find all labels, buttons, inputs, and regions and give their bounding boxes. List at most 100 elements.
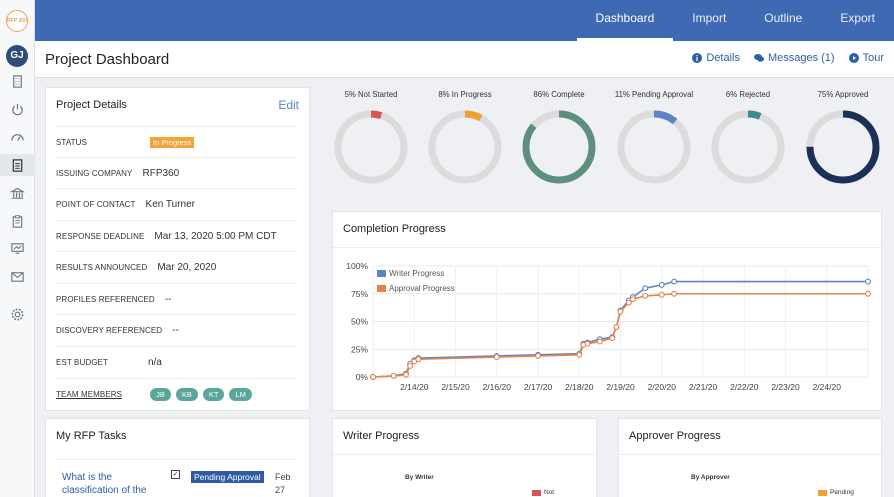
data-point[interactable]	[576, 351, 583, 358]
dashboard-gauge-icon	[11, 133, 24, 141]
donut-in-progress[interactable]: 8% In Progress	[420, 90, 510, 187]
data-point[interactable]	[617, 308, 624, 315]
task-date-month: Feb	[275, 472, 291, 482]
team-member-chip[interactable]: JB	[150, 387, 171, 401]
legend-label: Not	[544, 489, 555, 496]
tour-label: Tour	[862, 52, 884, 64]
donut-rejected[interactable]: 6% Rejected	[703, 90, 793, 187]
data-point[interactable]	[629, 296, 636, 303]
y-tick-label: 25%	[351, 344, 368, 354]
donut-arc	[428, 110, 502, 184]
messages-link[interactable]: Messages (1)	[753, 52, 835, 64]
data-point[interactable]	[493, 354, 500, 360]
team-members-label[interactable]: TEAM MEMBERS	[56, 389, 123, 399]
rfp-tasks-title: My RFP Tasks	[56, 430, 127, 442]
play-circle-icon	[848, 53, 859, 63]
donut-not-started[interactable]: 5% Not Started	[326, 90, 416, 187]
logo[interactable]: RFP 360	[6, 10, 28, 32]
divider	[333, 247, 881, 248]
page-title: Project Dashboard	[45, 51, 170, 68]
task-question-link[interactable]: What is the classification of the	[62, 472, 147, 496]
data-point[interactable]	[865, 278, 871, 285]
nav-bank[interactable]	[0, 182, 35, 204]
detail-row-issuing-company: ISSUING COMPANY RFP360	[56, 157, 298, 188]
discovery-referenced-label: DISCOVERY REFERENCED	[56, 325, 163, 335]
tab-dashboard[interactable]: Dashboard	[576, 0, 674, 41]
point-of-contact-value: Ken Turner	[145, 198, 196, 210]
nav-reports[interactable]	[0, 237, 35, 259]
data-point[interactable]	[403, 371, 409, 378]
nav-buildings[interactable]	[0, 70, 35, 92]
results-announced-label: RESULTS ANNOUNCED	[56, 262, 148, 272]
legend-label: Writer Progress	[389, 269, 444, 278]
y-tick-label: 75%	[351, 289, 368, 299]
data-point[interactable]	[415, 356, 422, 363]
data-point[interactable]	[390, 372, 397, 379]
team-member-chip[interactable]: KT	[202, 387, 225, 401]
approver-progress-card: Approver Progress By Approver Pending	[618, 418, 882, 497]
data-point[interactable]	[658, 281, 665, 288]
x-tick-label: 2/22/20	[730, 382, 759, 392]
nav-documents[interactable]	[0, 154, 35, 176]
donut-pending-approval[interactable]: 11% Pending Approval	[609, 90, 699, 187]
completion-progress-title: Completion Progress	[343, 223, 446, 235]
donut-track	[334, 110, 408, 184]
task-checkbox[interactable]: ✓	[171, 470, 180, 479]
nav-mail[interactable]	[0, 265, 35, 287]
mail-icon	[11, 271, 24, 282]
top-nav: Dashboard Import Outline Export	[576, 0, 894, 41]
x-tick-label: 2/20/20	[648, 382, 677, 392]
nav-power[interactable]	[0, 98, 35, 120]
project-details-title: Project Details	[56, 99, 127, 111]
tour-link[interactable]: Tour	[848, 52, 884, 64]
donut-ring	[617, 110, 691, 184]
header-links: Details Messages (1) Tour	[692, 52, 884, 64]
team-member-chip[interactable]: LM	[229, 387, 252, 401]
response-deadline-label: RESPONSE DEADLINE	[56, 231, 145, 241]
data-point[interactable]	[613, 324, 620, 331]
data-point[interactable]	[609, 335, 616, 342]
data-point[interactable]	[865, 290, 871, 297]
edit-button[interactable]: Edit	[278, 98, 299, 112]
power-icon	[12, 103, 23, 115]
data-point[interactable]	[407, 362, 414, 369]
task-date: Feb 27	[275, 471, 295, 497]
data-point[interactable]	[584, 340, 591, 347]
tab-outline[interactable]: Outline	[764, 11, 803, 25]
data-point[interactable]	[596, 338, 603, 345]
donut-approved[interactable]: 75% Approved	[798, 90, 888, 187]
chat-bubbles-icon	[753, 54, 764, 62]
x-tick-label: 2/16/20	[483, 382, 512, 392]
nav-dashboard[interactable]	[0, 126, 35, 148]
nav-clipboard[interactable]	[0, 210, 35, 232]
x-tick-label: 2/14/20	[400, 382, 429, 392]
approver-chart-legend: Pending	[818, 489, 854, 496]
left-rail: RFP 360 GJ	[0, 0, 35, 497]
x-tick-label: 2/19/20	[606, 382, 635, 392]
est-budget-value: n/a	[148, 356, 162, 368]
project-details-card: Project Details Edit STATUS In Progress …	[45, 87, 310, 411]
data-point[interactable]	[625, 299, 632, 306]
avatar[interactable]: GJ	[6, 45, 28, 67]
x-tick-label: 2/18/20	[565, 382, 594, 392]
donut-arc	[617, 110, 691, 184]
data-point[interactable]	[535, 352, 541, 359]
data-point[interactable]	[642, 285, 649, 292]
y-tick-label: 0%	[356, 372, 369, 382]
nav-settings[interactable]	[0, 303, 35, 325]
data-point[interactable]	[671, 278, 678, 285]
x-tick-label: 2/23/20	[771, 382, 800, 392]
tab-import[interactable]: Import	[692, 11, 727, 25]
donut-complete[interactable]: 86% Complete	[514, 90, 604, 187]
team-member-chip[interactable]: KB	[175, 387, 198, 401]
data-point[interactable]	[642, 293, 649, 299]
divider	[333, 454, 596, 455]
details-link[interactable]: Details	[692, 52, 740, 64]
data-point[interactable]	[658, 291, 665, 298]
donut-label: 5% Not Started	[344, 90, 398, 99]
tab-export[interactable]: Export	[840, 11, 875, 25]
data-point[interactable]	[370, 374, 376, 380]
completion-line-chart: 0% 25% 50% 75% 100% 2/14/20 2/15/20 2/16/20 2/17…	[346, 261, 871, 392]
details-label: Details	[706, 52, 740, 64]
data-point[interactable]	[671, 290, 678, 297]
